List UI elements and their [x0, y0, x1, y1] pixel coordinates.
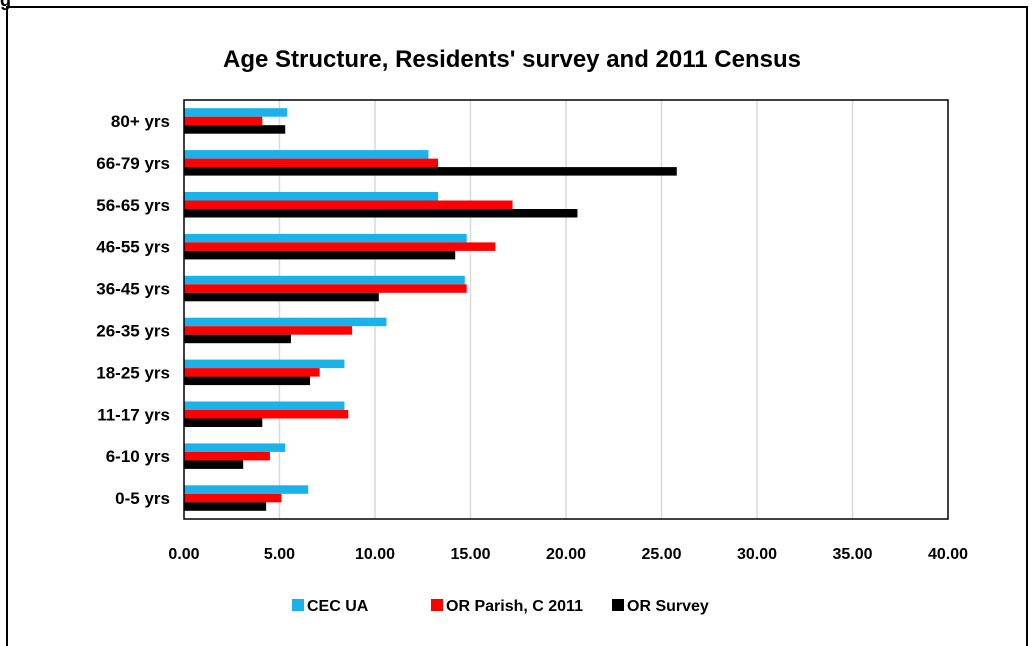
bar-or-parish-c-2011 — [184, 368, 320, 377]
bar-cec-ua — [184, 443, 286, 452]
bar-or-parish-c-2011 — [184, 284, 467, 293]
bar-or-survey — [184, 376, 311, 386]
bar-or-survey — [184, 418, 263, 427]
x-tick-label: 10.00 — [355, 546, 395, 563]
bar-or-parish-c-2011 — [184, 158, 439, 168]
bar-or-survey — [184, 250, 456, 260]
x-tick-label: 0.00 — [168, 546, 199, 563]
bar-or-parish-c-2011 — [184, 326, 353, 335]
bar-cec-ua — [184, 317, 387, 327]
chart-frame — [6, 6, 1028, 646]
bar-cec-ua — [184, 108, 288, 117]
legend: CEC UA OR Parish, C 2011 OR Survey — [292, 598, 709, 615]
corner-text: g — [0, 0, 11, 10]
bar-or-parish-c-2011 — [184, 410, 349, 419]
legend-label: OR Parish, C 2011 — [446, 598, 583, 615]
chart-title: Age Structure, Residents' survey and 201… — [223, 46, 801, 73]
x-tick-labels: 0.00 5.00 10.00 15.00 20.00 25.00 30.00 35.00 40… — [168, 546, 968, 563]
category-label: 80+ yrs — [111, 112, 170, 131]
bar-cec-ua — [184, 485, 309, 494]
category-label: 6-10 yrs — [106, 447, 170, 466]
plot-area-border — [183, 99, 949, 520]
category-label: 66-79 yrs — [96, 154, 170, 173]
bar-cec-ua — [184, 192, 439, 201]
x-tick-label: 30.00 — [737, 546, 777, 563]
bar-or-survey — [184, 460, 244, 469]
category-label: 36-45 yrs — [96, 280, 170, 299]
category-label: 46-55 yrs — [96, 238, 170, 257]
bar-cec-ua — [184, 275, 465, 285]
bar-or-survey — [184, 292, 379, 302]
bar-or-survey — [184, 334, 291, 344]
legend-swatch — [431, 599, 443, 611]
bars-layer — [184, 108, 677, 511]
bar-or-parish-c-2011 — [184, 493, 282, 503]
bar-cec-ua — [184, 233, 467, 243]
legend-label: OR Survey — [627, 598, 709, 615]
bar-or-parish-c-2011 — [184, 200, 513, 209]
category-label: 56-65 yrs — [96, 196, 170, 215]
legend-label: CEC UA — [307, 598, 369, 615]
category-label: 0-5 yrs — [115, 489, 170, 508]
category-label: 26-35 yrs — [96, 321, 170, 340]
bar-cec-ua — [184, 401, 345, 410]
legend-swatch — [292, 599, 304, 611]
category-labels: 0-5 yrs 6-10 yrs 11-17 yrs 18-25 yrs 26-35 y… — [96, 112, 170, 508]
x-tick-label: 15.00 — [450, 546, 490, 563]
bar-or-parish-c-2011 — [184, 242, 496, 251]
bar-cec-ua — [184, 150, 429, 159]
x-tick-label: 20.00 — [546, 546, 586, 563]
x-tick-label: 40.00 — [928, 546, 968, 563]
x-tick-label: 5.00 — [264, 546, 295, 563]
bar-cec-ua — [184, 359, 345, 369]
bar-or-parish-c-2011 — [184, 116, 263, 126]
bar-or-parish-c-2011 — [184, 451, 270, 461]
x-tick-label: 25.00 — [641, 546, 681, 563]
legend-swatch — [612, 599, 624, 611]
bar-or-survey — [184, 167, 677, 176]
bar-or-survey — [184, 209, 578, 218]
x-tick-label: 35.00 — [832, 546, 872, 563]
bar-or-survey — [184, 125, 286, 134]
category-label: 11-17 yrs — [97, 405, 170, 424]
bar-or-survey — [184, 502, 267, 511]
category-label: 18-25 yrs — [96, 363, 170, 382]
